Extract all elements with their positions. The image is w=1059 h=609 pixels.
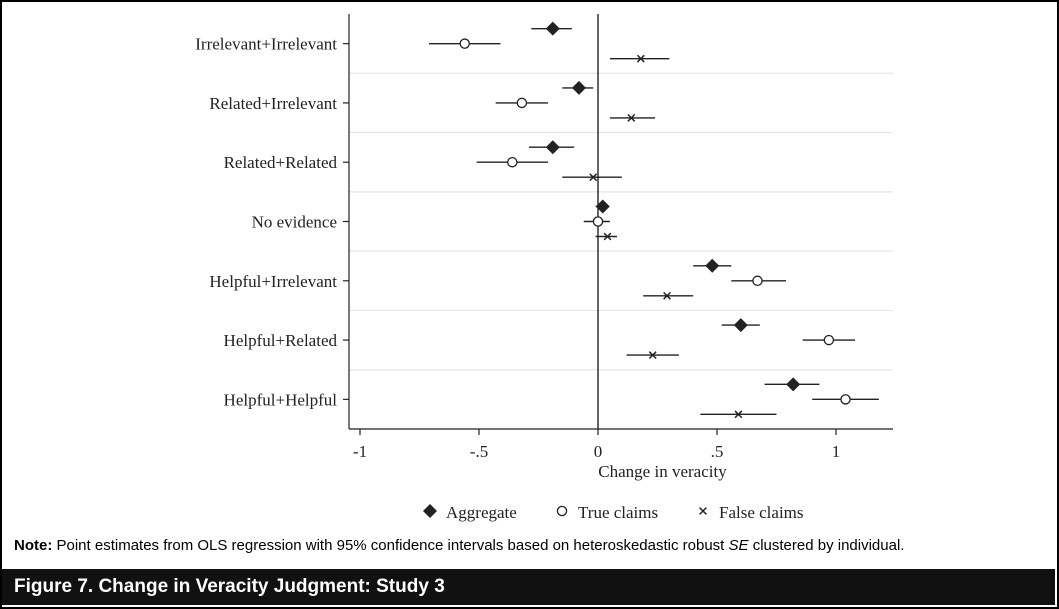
data-point xyxy=(786,377,801,392)
legend-label: False claims xyxy=(719,503,804,522)
data-point xyxy=(627,113,636,122)
data-point xyxy=(733,318,748,333)
data-point xyxy=(663,291,671,300)
note-label: Note: xyxy=(14,537,53,554)
data-point xyxy=(516,97,528,109)
data-point xyxy=(648,351,657,360)
data-point xyxy=(507,156,518,168)
data-point xyxy=(571,80,586,95)
y-tick-label: Related+Irrelevant xyxy=(209,94,337,113)
axis-layer: Irrelevant+Irrelevant Related+Irrelevant R… xyxy=(195,14,893,481)
figure-caption: Figure 7. Change in Veracity Judgment: S… xyxy=(2,569,1055,605)
legend-marker xyxy=(423,504,437,518)
y-tick-label: Helpful+Irrelevant xyxy=(209,272,337,291)
legend-marker xyxy=(556,505,568,517)
note-italic: SE xyxy=(728,537,749,554)
x-tick-label: .5 xyxy=(711,442,724,461)
y-tick-label: No evidence xyxy=(252,213,337,232)
y-tick-label: Helpful+Related xyxy=(224,331,338,350)
x-tick-label: 1 xyxy=(832,442,841,461)
x-tick-label: -.5 xyxy=(470,442,488,461)
y-tick-label: Helpful+Helpful xyxy=(224,390,338,409)
grid-layer xyxy=(349,72,893,371)
note-text-after: clustered by individual. xyxy=(748,537,905,554)
data-point xyxy=(752,275,763,287)
data-point xyxy=(705,258,720,273)
data-point xyxy=(636,54,645,63)
data-point xyxy=(840,394,851,405)
data-point xyxy=(459,38,470,49)
y-tick-label: Irrelevant+Irrelevant xyxy=(195,35,337,54)
data-point xyxy=(592,216,604,227)
x-axis-title: Change in veracity xyxy=(598,462,727,481)
x-tick-label: 0 xyxy=(594,442,603,461)
data-point xyxy=(823,334,835,346)
data-point xyxy=(603,232,612,241)
legend-marker xyxy=(699,507,707,515)
figure-note: Note: Point estimates from OLS regressio… xyxy=(14,537,1044,554)
data-point xyxy=(734,410,743,419)
data-point xyxy=(545,140,560,155)
data-point xyxy=(589,173,598,182)
data-layer xyxy=(429,21,879,419)
legend: Aggregate True claims False claims xyxy=(423,503,804,522)
legend-label: Aggregate xyxy=(446,503,517,522)
legend-label: True claims xyxy=(578,503,658,522)
chart: Irrelevant+Irrelevant Related+Irrelevant R… xyxy=(195,14,893,522)
note-text-before: Point estimates from OLS regression with… xyxy=(52,537,729,554)
data-point xyxy=(595,199,610,214)
data-point xyxy=(545,21,560,36)
x-tick-label: -1 xyxy=(353,442,367,461)
y-tick-label: Related+Related xyxy=(224,153,338,172)
